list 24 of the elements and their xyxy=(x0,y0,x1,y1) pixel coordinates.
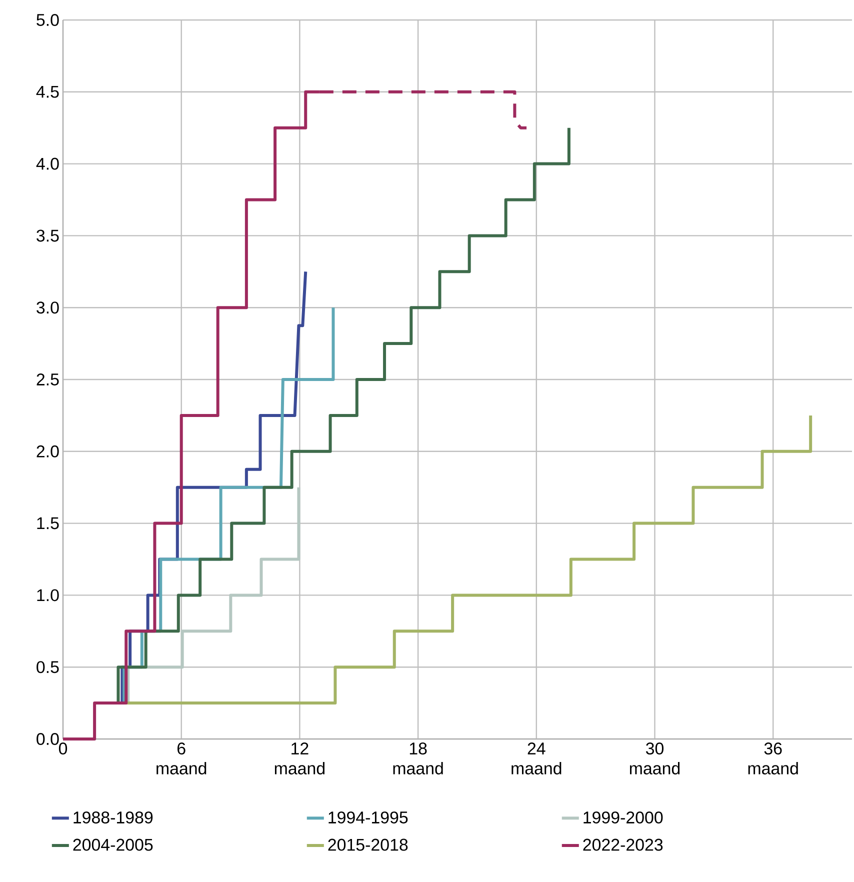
y-tick-label: 0.0 xyxy=(36,733,59,745)
y-tick-label: 3.5 xyxy=(36,230,59,242)
x-tick-label: 18 maand xyxy=(393,742,443,774)
legend-label: 2004-2005 xyxy=(73,838,153,851)
y-tick-label: 4.0 xyxy=(36,158,59,170)
x-tick-label: 12 maand xyxy=(274,742,324,774)
y-tick-label: 5.0 xyxy=(36,14,59,26)
legend-label: 1994-1995 xyxy=(328,811,408,824)
y-tick-label: 0.5 xyxy=(36,661,59,674)
y-tick-label: 1.5 xyxy=(37,517,59,530)
y-tick-label: 3.0 xyxy=(36,302,59,314)
legend-label: 2015-2018 xyxy=(328,838,408,851)
y-tick-label: 4.5 xyxy=(36,86,59,98)
legend-label: 1999-2000 xyxy=(584,811,663,824)
x-tick-label: 0 xyxy=(58,742,68,755)
x-tick-label: 24 maand xyxy=(512,742,562,774)
x-tick-label: 6 maand xyxy=(156,742,206,774)
legend-label: 2022-2023 xyxy=(583,838,663,851)
x-tick-label: 30 maand xyxy=(630,742,680,774)
y-tick-label: 2.5 xyxy=(36,373,59,386)
x-tick-label: 36 maand xyxy=(748,742,798,774)
legend-label: 1988-1989 xyxy=(74,811,153,824)
y-tick-label: 2.0 xyxy=(36,445,59,458)
y-tick-label: 1.0 xyxy=(37,589,59,602)
